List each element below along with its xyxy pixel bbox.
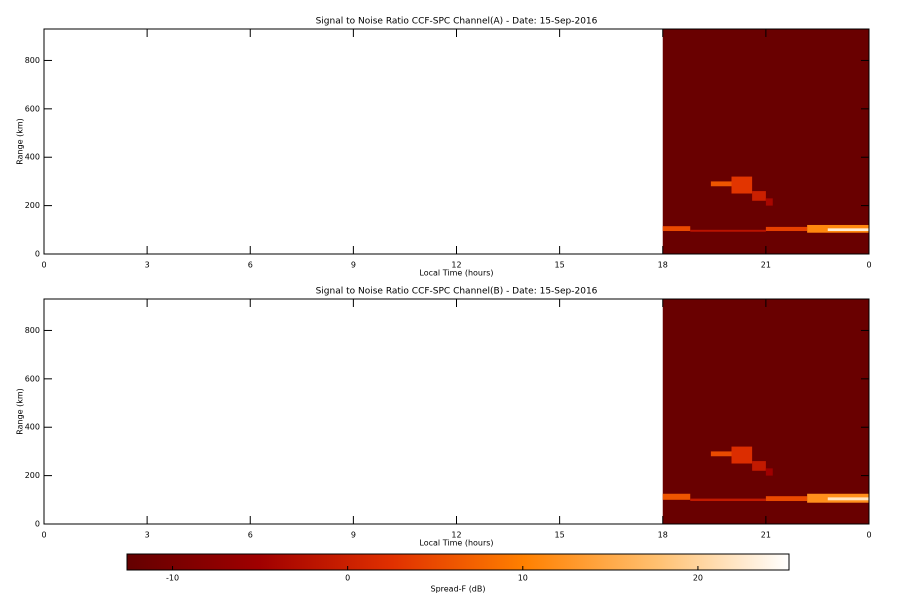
x-tick-label: 15 <box>555 531 565 540</box>
x-tick-label: 12 <box>451 261 461 270</box>
x-tick-label: 3 <box>145 531 150 540</box>
y-axis-label: Range (km) <box>16 388 25 435</box>
colorbar-tick-label: 10 <box>518 574 528 583</box>
x-tick-label: 3 <box>145 261 150 270</box>
x-tick-label: 21 <box>761 261 771 270</box>
heat-cell <box>752 191 766 201</box>
heat-cell <box>662 299 869 524</box>
heat-cell <box>827 497 869 501</box>
x-tick-label: 21 <box>761 531 771 540</box>
x-tick-label: 6 <box>248 531 253 540</box>
y-tick-label: 400 <box>25 423 40 432</box>
x-tick-label: 9 <box>351 531 356 540</box>
heat-cell <box>662 226 691 232</box>
y-tick-label: 0 <box>35 250 40 259</box>
x-tick-label: 18 <box>658 261 668 270</box>
heat-cell <box>827 228 869 232</box>
heat-cell <box>765 496 808 502</box>
y-tick-label: 800 <box>25 326 40 335</box>
heat-cell <box>731 176 753 194</box>
colorbar-tick-label: -10 <box>166 574 179 583</box>
heatmap <box>662 299 869 524</box>
colorbar <box>126 553 790 571</box>
x-tick-label: 18 <box>658 531 668 540</box>
x-tick-label: 9 <box>351 261 356 270</box>
x-tick-label: 6 <box>248 261 253 270</box>
heat-cell <box>752 461 766 471</box>
x-axis-label: Local Time (hours) <box>419 539 493 548</box>
colorbar-tick-label: 0 <box>345 574 350 583</box>
y-axis-label: Range (km) <box>16 118 25 165</box>
y-tick-label: 800 <box>25 56 40 65</box>
colorbar-tick-label: 20 <box>693 574 703 583</box>
x-tick-label: 12 <box>451 531 461 540</box>
heat-cell <box>662 493 691 500</box>
y-tick-label: 200 <box>25 471 40 480</box>
heat-cell <box>710 451 732 457</box>
heat-cell <box>690 229 766 232</box>
y-tick-label: 600 <box>25 104 40 113</box>
y-tick-label: 200 <box>25 201 40 210</box>
x-tick-label: 0 <box>41 261 46 270</box>
chart-title: Signal to Noise Ratio CCF-SPC Channel(B)… <box>316 287 598 297</box>
heat-cell <box>765 468 773 476</box>
y-tick-label: 0 <box>35 520 40 529</box>
chart-title: Signal to Noise Ratio CCF-SPC Channel(A)… <box>316 17 598 27</box>
x-tick-label: 0 <box>866 531 871 540</box>
x-tick-label: 0 <box>866 261 871 270</box>
heat-cell <box>731 446 753 464</box>
heat-cell <box>710 181 732 187</box>
x-tick-label: 15 <box>555 261 565 270</box>
y-tick-label: 400 <box>25 153 40 162</box>
y-tick-label: 600 <box>25 374 40 383</box>
heat-cell <box>765 198 773 206</box>
heat-cell <box>662 29 869 254</box>
colorbar-label: Spread-F (dB) <box>430 585 485 594</box>
heatmap <box>662 29 869 254</box>
x-axis-label: Local Time (hours) <box>419 269 493 278</box>
heat-cell <box>765 226 808 232</box>
x-tick-label: 0 <box>41 531 46 540</box>
heat-cell <box>690 498 766 502</box>
